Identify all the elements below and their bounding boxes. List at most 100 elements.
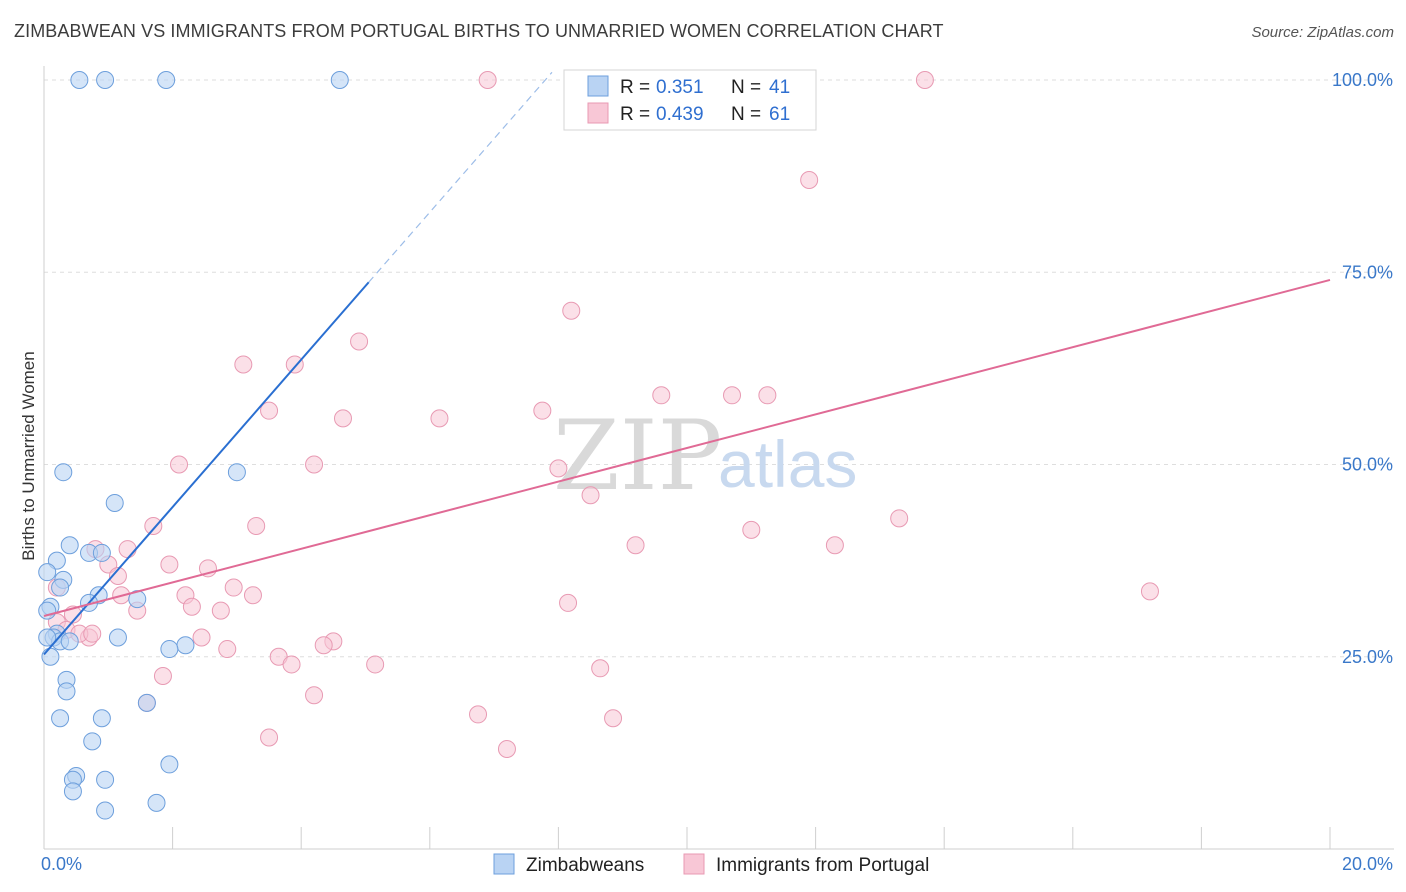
portugal-point: [581, 486, 600, 505]
series-legend-label-zimbabweans: Zimbabweans: [526, 855, 644, 876]
portugal-point: [305, 455, 324, 474]
portugal-point: [192, 628, 211, 647]
series-legend-swatch-zimbabweans: [493, 853, 515, 875]
zimbabwean-trend-extension: [368, 71, 553, 283]
zimbabwean-points: [38, 71, 349, 820]
portugal-point: [243, 586, 262, 605]
portugal-point: [533, 401, 552, 420]
portugal-point: [758, 386, 777, 405]
series-legend: Zimbabweans Immigrants from Portugal: [493, 853, 929, 876]
portugal-trend-line: [43, 278, 1331, 617]
zimbabwean-trend-line: [43, 281, 370, 656]
zimbabwean-point: [160, 640, 179, 659]
legend-n-label-2: N =: [731, 104, 761, 125]
watermark-atlas: atlas: [718, 427, 857, 501]
y-axis-label: Births to Unmarried Women: [19, 351, 38, 560]
zimbabwean-point: [38, 601, 57, 620]
correlation-legend: R = 0.351 N = 41 R = 0.439 N = 61: [563, 69, 817, 131]
zimbabwean-point: [41, 647, 60, 666]
portugal-point: [723, 386, 742, 405]
zimbabwean-point: [176, 636, 195, 655]
zimbabwean-point: [96, 770, 115, 789]
portugal-point: [562, 301, 581, 320]
portugal-point: [591, 659, 610, 678]
zimbabwean-point: [96, 801, 115, 820]
portugal-point: [314, 636, 333, 655]
portugal-point: [305, 686, 324, 705]
portugal-point: [800, 170, 819, 189]
y-tick-label: 50.0%: [1342, 455, 1393, 475]
legend-n-value-1: 41: [769, 77, 790, 98]
legend-r-value-1: 0.351: [656, 77, 704, 98]
portugal-point: [478, 71, 497, 89]
portugal-point: [559, 593, 578, 612]
watermark: ZIP atlas: [553, 400, 857, 512]
zimbabwean-point: [63, 782, 82, 801]
zimbabwean-point: [157, 71, 176, 89]
portugal-point: [350, 332, 369, 351]
series-legend-swatch-portugal: [683, 853, 705, 875]
zimbabwean-point: [92, 543, 111, 562]
chart-source: Source: ZipAtlas.com: [1251, 24, 1394, 41]
portugal-point: [652, 386, 671, 405]
portugal-point: [118, 540, 137, 559]
legend-swatch-zimbabweans: [587, 75, 609, 97]
zimbabwean-point: [105, 493, 124, 512]
zimbabwean-point: [92, 709, 111, 728]
portugal-point: [282, 655, 301, 674]
zimbabwean-point: [51, 709, 70, 728]
portugal-point: [247, 517, 266, 536]
portugal-point: [260, 728, 279, 747]
zimbabwean-point: [160, 755, 179, 774]
legend-r-label-2: R =: [620, 104, 650, 125]
portugal-point: [108, 567, 127, 586]
zimbabwean-point: [60, 632, 79, 651]
legend-n-label-1: N =: [731, 77, 761, 98]
portugal-point: [549, 459, 568, 478]
zimbabwean-point: [137, 693, 156, 712]
y-tick-label: 100.0%: [1332, 70, 1393, 90]
zimbabwean-point: [96, 71, 115, 89]
tick-labels: 25.0% 50.0% 75.0% 100.0% 0.0% 20.0%: [41, 70, 1393, 874]
series-legend-label-portugal: Immigrants from Portugal: [716, 855, 929, 876]
legend-r-label-1: R =: [620, 77, 650, 98]
x-tick-label: 20.0%: [1342, 854, 1393, 874]
portugal-point: [234, 355, 253, 374]
portugal-point: [366, 655, 385, 674]
portugal-point: [604, 709, 623, 728]
portugal-point: [182, 597, 201, 616]
portugal-point: [144, 517, 163, 536]
portugal-point: [915, 71, 934, 89]
portugal-point: [1140, 582, 1159, 601]
portugal-point: [170, 455, 189, 474]
x-tick-label: 0.0%: [41, 854, 82, 874]
portugal-point: [83, 624, 102, 643]
portugal-point: [825, 536, 844, 555]
zimbabwean-point: [57, 682, 76, 701]
axes: [43, 66, 1394, 850]
portugal-point: [626, 536, 645, 555]
zimbabwean-point: [83, 732, 102, 751]
portugal-point: [890, 509, 909, 528]
portugal-point: [153, 666, 172, 685]
zimbabwean-point: [108, 628, 127, 647]
zimbabwean-point: [47, 551, 66, 570]
legend-n-value-2: 61: [769, 104, 790, 125]
y-tick-label: 75.0%: [1342, 262, 1393, 282]
zimbabwean-point: [38, 563, 57, 582]
legend-swatch-portugal: [587, 102, 609, 124]
portugal-point: [742, 520, 761, 539]
zimbabwean-point: [147, 793, 166, 812]
portugal-point: [211, 601, 230, 620]
zimbabwean-point: [330, 71, 349, 89]
zimbabwean-point: [51, 578, 70, 597]
zimbabwean-point: [227, 463, 246, 482]
zimbabwean-point: [128, 590, 147, 609]
portugal-point: [218, 640, 237, 659]
watermark-zip: ZIP: [553, 400, 722, 512]
portugal-point: [469, 705, 488, 724]
portugal-point: [260, 401, 279, 420]
portugal-point: [285, 355, 304, 374]
portugal-point: [430, 409, 449, 428]
